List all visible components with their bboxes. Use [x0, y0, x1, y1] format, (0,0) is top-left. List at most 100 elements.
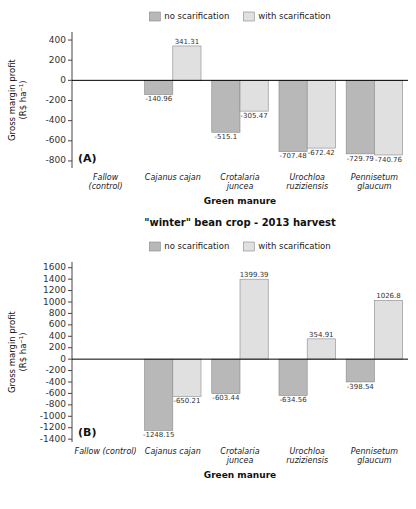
- bar: [307, 80, 335, 148]
- y-tick: [68, 382, 72, 383]
- zero-line: [72, 359, 408, 360]
- y-tick: [68, 120, 72, 121]
- data-label: -740.76: [375, 156, 403, 164]
- category-label: Cajanus cajan: [145, 447, 201, 456]
- y-tick-label: -200: [46, 95, 67, 105]
- zero-line: [72, 80, 408, 81]
- x-axis-label: Green manure: [204, 196, 276, 206]
- text-line: Fallow (control): [75, 447, 137, 456]
- legend: no scarification with scarification: [149, 241, 330, 252]
- legend: no scarification with scarification: [149, 11, 330, 22]
- legend-item: with scarification: [243, 241, 330, 252]
- text-line: Gross margin profit: [7, 58, 17, 141]
- legend-swatch: [243, 12, 254, 21]
- data-label: -140.96: [145, 95, 173, 103]
- y-tick: [68, 100, 72, 101]
- y-tick-label: 1600: [43, 262, 66, 272]
- text-line: Cajanus cajan: [145, 447, 201, 456]
- text-line: Cajanus cajan: [145, 173, 201, 182]
- y-tick: [68, 416, 72, 417]
- y-tick: [68, 347, 72, 348]
- legend-label: with scarification: [258, 11, 330, 21]
- y-tick: [68, 160, 72, 161]
- y-tick-label: -200: [46, 365, 67, 375]
- category-label: Urochloaruziziensis: [286, 173, 328, 191]
- y-tick-label: 1200: [43, 285, 66, 295]
- y-tick: [68, 336, 72, 337]
- bar: [374, 80, 402, 155]
- bar: [173, 359, 201, 396]
- bar: [173, 46, 201, 80]
- text-line: Pennisetum: [351, 447, 398, 456]
- category-label: Urochloaruziziensis: [286, 447, 328, 465]
- y-tick: [68, 393, 72, 394]
- y-tick-label: -800: [46, 155, 67, 165]
- data-label: -650.21: [173, 397, 200, 405]
- y-tick: [68, 359, 72, 360]
- y-tick: [68, 313, 72, 314]
- y-tick-label: 400: [49, 331, 66, 341]
- y-tick: [68, 279, 72, 280]
- y-tick: [68, 439, 72, 440]
- y-tick: [68, 290, 72, 291]
- x-axis-label: Green manure: [204, 470, 276, 480]
- panel-label: (B): [78, 426, 96, 439]
- text-line: (R$ ha⁻¹): [18, 80, 28, 119]
- category-label: Crotalariajuncea: [220, 173, 259, 191]
- y-tick: [68, 267, 72, 268]
- y-tick-label: -600: [46, 388, 67, 398]
- y-tick-label: 0: [60, 75, 66, 85]
- bar: [240, 80, 268, 111]
- bar: [240, 279, 268, 359]
- y-tick-label: 1400: [43, 274, 66, 284]
- y-tick-label: -400: [46, 115, 67, 125]
- data-label: -603.44: [212, 394, 240, 402]
- bar: [346, 359, 374, 382]
- legend-item: with scarification: [243, 11, 330, 22]
- data-label: 1399.39: [240, 271, 269, 279]
- bars: [145, 46, 403, 155]
- legend-item: no scarification: [149, 241, 229, 252]
- y-tick: [68, 324, 72, 325]
- legend-swatch: [149, 242, 160, 251]
- category-label: Pennisetumglaucum: [351, 447, 398, 465]
- y-axis-label: Gross margin profit(R$ ha⁻¹): [7, 310, 28, 393]
- y-axis-label: Gross margin profit(R$ ha⁻¹): [7, 58, 28, 141]
- data-label: -1248.15: [143, 431, 174, 439]
- legend-label: no scarification: [164, 241, 229, 251]
- text-line: glaucum: [357, 182, 392, 191]
- legend-label: no scarification: [164, 11, 229, 21]
- category-label: Crotalariajuncea: [220, 447, 259, 465]
- y-tick-label: 800: [49, 308, 66, 318]
- y-tick-label: -600: [46, 135, 67, 145]
- text-line: Urochloa: [289, 173, 325, 182]
- bar: [374, 300, 402, 359]
- y-axis-line: [72, 262, 73, 442]
- text-line: Pennisetum: [351, 173, 398, 182]
- y-tick: [68, 60, 72, 61]
- text-line: juncea: [226, 182, 254, 191]
- y-tick-label: 600: [49, 319, 66, 329]
- category-label: Cajanus cajan: [145, 173, 201, 182]
- bar: [145, 80, 173, 94]
- legend-label: with scarification: [258, 241, 330, 251]
- data-label: -305.47: [241, 112, 268, 120]
- y-tick: [68, 404, 72, 405]
- legend-swatch: [149, 12, 160, 21]
- y-tick: [68, 427, 72, 428]
- data-label: -707.48: [280, 152, 307, 160]
- text-line: (R$ ha⁻¹): [18, 332, 28, 371]
- bar: [212, 359, 240, 393]
- legend-item: no scarification: [149, 11, 229, 22]
- text-line: Crotalaria: [220, 447, 259, 456]
- y-tick-label: -400: [46, 377, 67, 387]
- panel-label: (A): [78, 152, 97, 165]
- y-tick-label: 200: [49, 55, 66, 65]
- bar: [145, 359, 173, 430]
- bar: [279, 80, 307, 151]
- y-tick: [68, 80, 72, 81]
- y-tick: [68, 370, 72, 371]
- data-label: -672.42: [308, 149, 335, 157]
- title: "winter" bean crop - 2013 harvest: [144, 217, 336, 228]
- legend-swatch: [243, 242, 254, 251]
